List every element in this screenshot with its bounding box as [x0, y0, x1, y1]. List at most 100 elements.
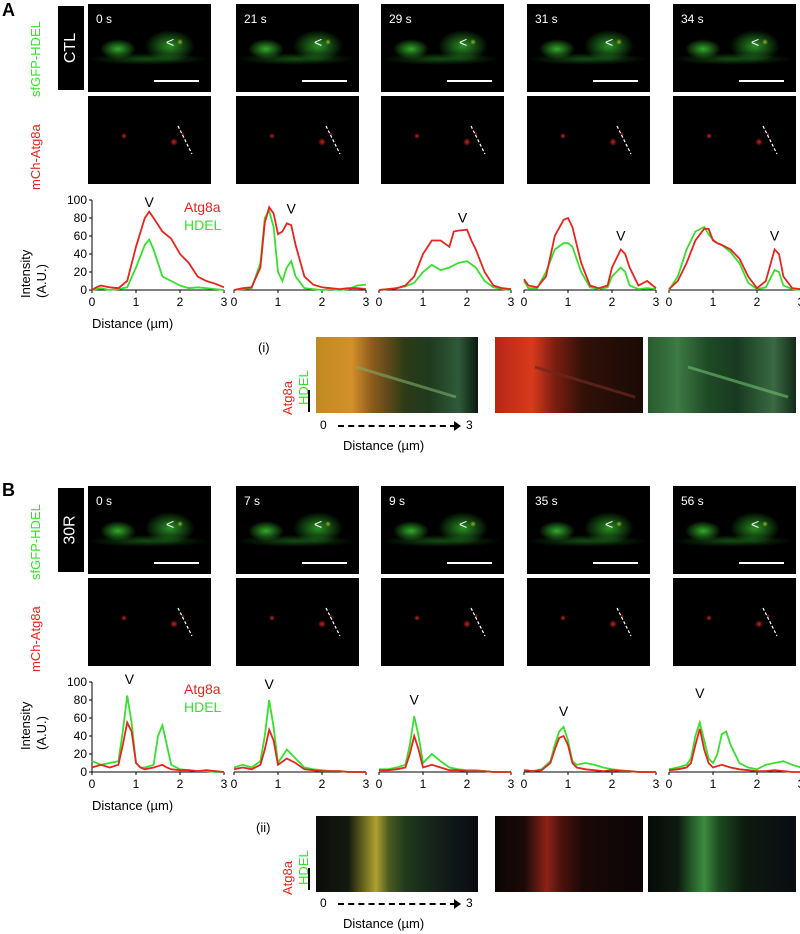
- x-tick-label: 1: [133, 295, 140, 309]
- panel-b-scalebar: [739, 562, 784, 564]
- panel-a-timestamp: 34 s: [681, 12, 704, 26]
- panel-b-kymo-scalebar: [308, 868, 310, 890]
- peak-marker: V: [770, 228, 780, 244]
- panel-a-profile-line: [325, 125, 341, 155]
- panel-a-profile-chart-2: 0 1 2 3 V: [231, 201, 370, 310]
- panel-a-kymograph-green: [648, 337, 796, 413]
- panel-a-profile-line: [762, 125, 778, 155]
- y-tick-label: 80: [74, 211, 88, 225]
- x-tick-label: 0: [521, 295, 528, 309]
- panel-a-series-atg8a-line: [668, 227, 800, 290]
- x-tick-label: 3: [653, 295, 660, 309]
- x-tick-label: 2: [464, 777, 471, 791]
- panel-a-green-channel-label: sfGFP-HDEL: [28, 21, 43, 97]
- x-tick-label: 1: [710, 295, 717, 309]
- panel-a-timestamp: 21 s: [244, 12, 267, 26]
- panel-b-letter: B: [2, 480, 15, 500]
- panel-a-green-frame: 29 s <: [381, 4, 504, 92]
- peak-marker: V: [287, 201, 297, 217]
- panel-a-profile-line: [616, 125, 632, 155]
- panel-b-arrowhead-marker: <: [605, 516, 614, 532]
- panel-a-scalebar: [447, 80, 492, 82]
- peak-marker: V: [559, 703, 569, 719]
- panel-b-arrowhead-marker: <: [459, 516, 468, 532]
- panel-a-series-hdel-line: [91, 237, 225, 291]
- x-tick-label: 1: [275, 777, 282, 791]
- panel-a-series-hdel-line: [523, 242, 657, 291]
- panel-b-timestamp: 9 s: [389, 494, 406, 508]
- panel-a-condition-label: CTL: [62, 32, 80, 64]
- legend-atg8a: Atg8a: [184, 199, 221, 215]
- panel-b-profile-line: [325, 607, 341, 637]
- panel-a-red-channel-label: mCh-Atg8a: [28, 124, 43, 190]
- panel-b-red-frame: [236, 578, 359, 666]
- peak-marker: V: [616, 228, 626, 244]
- panel-b-xlabel: Distance (µm): [92, 798, 174, 813]
- panel-a-arrowhead-marker: <: [459, 34, 468, 50]
- x-tick-label: 3: [653, 777, 660, 791]
- panel-b-green-channel-label: sfGFP-HDEL: [28, 504, 43, 580]
- panel-a-red-frame: [236, 96, 359, 184]
- panel-b-profile-line: [177, 607, 193, 637]
- panel-a-profile-chart-4: 0 1 2 3 V: [521, 216, 660, 309]
- panel-a-arrowhead-marker: <: [751, 34, 760, 50]
- peak-marker: V: [265, 676, 275, 692]
- panel-b-kymo-arrowhead: [454, 899, 461, 909]
- x-tick-label: 2: [177, 777, 184, 791]
- panel-b-profile-line: [762, 607, 778, 637]
- y-tick-label: 20: [74, 265, 88, 279]
- panel-b-kymograph-red: [495, 816, 643, 892]
- panel-a-series-hdel-line: [668, 225, 800, 291]
- panel-a-profile-chart-3: 0 1 2 3 V: [376, 210, 515, 310]
- panel-a-condition-box: CTL: [58, 6, 84, 90]
- panel-a-arrowhead-marker: <: [605, 34, 614, 50]
- panel-b-kymo-red-label: Atg8a: [280, 861, 295, 895]
- panel-a-green-frame: 0 s <: [88, 4, 211, 92]
- x-tick-label: 0: [376, 295, 383, 309]
- panel-b-kymo-axis-start: 0: [320, 896, 327, 910]
- panel-b-series-hdel-line: [379, 716, 511, 773]
- panel-b-arrowhead-marker: <: [751, 516, 760, 532]
- panel-a-profile-chart-1: 0 20 40 60 80 100 0 1 2 3 V Atg8a HDEL: [67, 193, 228, 309]
- panel-a-profile-chart-5: 0 1 2 3 V: [666, 225, 800, 309]
- y-tick-label: 0: [80, 283, 87, 297]
- panel-b-kymograph-green: [648, 816, 796, 892]
- panel-a-scalebar: [154, 80, 199, 82]
- y-tick-label: 0: [80, 765, 87, 779]
- x-tick-label: 2: [609, 777, 616, 791]
- panel-a-timestamp: 0 s: [96, 12, 113, 26]
- panel-a-red-frame: [381, 96, 504, 184]
- panel-b-series-hdel-line: [523, 725, 656, 773]
- panel-b-profile-chart-5: 0 1 2 3 V: [666, 685, 800, 791]
- panel-a-red-frame: [527, 96, 650, 184]
- panel-b-timestamp: 56 s: [681, 494, 704, 508]
- panel-b-condition-label: 30R: [62, 515, 80, 545]
- x-tick-label: 3: [508, 295, 515, 309]
- panel-a-xlabel: Distance (µm): [92, 316, 174, 331]
- panel-b-red-channel-label: mCh-Atg8a: [28, 606, 43, 672]
- panel-a-kymo-red-label: Atg8a: [280, 381, 295, 415]
- panel-a-series-atg8a-line: [91, 210, 225, 291]
- panel-a-kymo-dashed-arrow: [338, 425, 456, 427]
- y-tick-label: 60: [74, 229, 88, 243]
- peak-marker: V: [125, 672, 135, 687]
- panel-a-series-hdel-line: [378, 260, 512, 291]
- x-tick-label: 1: [710, 777, 717, 791]
- panel-b-series-atg8a-line: [668, 728, 800, 773]
- x-tick-label: 1: [275, 295, 282, 309]
- panel-a-red-frame: [88, 96, 211, 184]
- panel-b-scalebar: [154, 562, 199, 564]
- panel-b-red-frame: [381, 578, 504, 666]
- x-tick-label: 0: [89, 295, 96, 309]
- panel-b-green-frame: 9 s <: [381, 486, 504, 574]
- panel-b-red-frame: [527, 578, 650, 666]
- y-tick-label: 40: [74, 729, 88, 743]
- x-tick-label: 0: [521, 777, 528, 791]
- panel-b-profile-chart-2: 0 1 2 3 V: [231, 676, 370, 791]
- x-tick-label: 1: [420, 295, 427, 309]
- x-tick-label: 2: [319, 777, 326, 791]
- x-tick-label: 0: [376, 777, 383, 791]
- peak-marker: V: [695, 685, 705, 701]
- x-tick-label: 3: [798, 295, 800, 309]
